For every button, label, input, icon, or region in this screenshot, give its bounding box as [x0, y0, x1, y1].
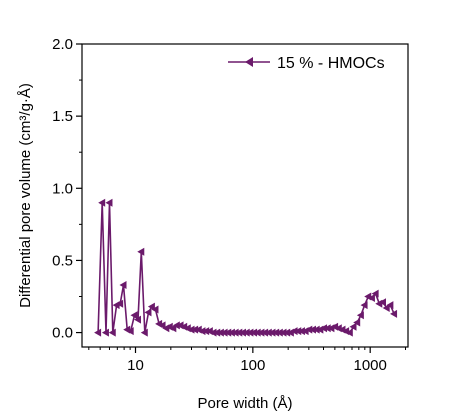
series-line	[97, 202, 395, 334]
plot-area	[94, 198, 398, 337]
y-tick-label: 0.5	[52, 252, 73, 269]
data-point	[286, 328, 294, 337]
data-point	[130, 311, 138, 320]
data-point	[137, 247, 145, 256]
data-point	[294, 327, 302, 336]
data-point	[101, 328, 109, 337]
data-point	[133, 315, 141, 324]
data-point	[126, 327, 134, 336]
data-point	[250, 328, 258, 337]
data-point	[268, 328, 276, 337]
data-point	[312, 325, 320, 334]
data-point	[158, 321, 166, 330]
data-point	[235, 328, 243, 337]
data-point	[224, 328, 232, 337]
data-point	[105, 198, 113, 207]
data-point	[220, 328, 228, 337]
data-point	[191, 325, 199, 334]
data-point	[323, 324, 331, 333]
data-point	[390, 309, 398, 318]
data-point	[301, 327, 309, 336]
x-tick-label: 1000	[354, 357, 387, 374]
data-point	[94, 328, 102, 337]
y-tick-label: 1.5	[52, 108, 73, 125]
data-point	[257, 328, 265, 337]
data-point	[144, 308, 152, 317]
data-point	[213, 328, 221, 337]
data-point	[209, 328, 217, 337]
data-point	[216, 328, 224, 337]
legend-marker	[245, 57, 253, 67]
axes: 0.0 0.5 1.0 1.5 2.0 10 100 1000	[52, 36, 409, 374]
data-point	[246, 328, 254, 337]
data-point	[231, 328, 239, 337]
y-tick-label: 0.0	[52, 325, 73, 342]
data-point	[290, 327, 298, 336]
x-tick-label: 100	[240, 357, 265, 374]
data-point	[283, 328, 291, 337]
data-point	[140, 328, 148, 337]
data-point	[261, 328, 269, 337]
x-tick-label: 10	[127, 357, 144, 374]
data-point	[316, 325, 324, 334]
data-point	[119, 280, 127, 289]
data-point	[202, 327, 210, 336]
data-point	[297, 327, 305, 336]
data-point	[227, 328, 235, 337]
data-point	[378, 298, 386, 307]
plot-frame	[81, 43, 409, 348]
data-point	[305, 325, 313, 334]
legend-label: 15 % - HMOCs	[277, 55, 385, 72]
data-point	[253, 328, 261, 337]
data-point	[371, 289, 379, 298]
data-point	[308, 325, 316, 334]
y-tick-label: 2.0	[52, 36, 73, 53]
data-point	[205, 327, 213, 336]
y-axis-label: Differential pore volume (cm³/g·Å)	[17, 83, 34, 308]
legend: 15 % - HMOCs	[228, 55, 385, 72]
data-point	[345, 328, 353, 337]
data-point	[279, 328, 287, 337]
y-tick-label: 1.0	[52, 180, 73, 197]
data-point	[108, 328, 116, 337]
data-point	[272, 328, 280, 337]
data-point	[367, 293, 375, 302]
data-point	[194, 325, 202, 334]
data-point	[198, 327, 206, 336]
data-point	[360, 301, 368, 310]
data-point	[320, 324, 328, 333]
data-point	[238, 328, 246, 337]
data-point	[172, 321, 180, 330]
data-point	[356, 311, 364, 320]
data-point	[327, 324, 335, 333]
data-point	[386, 301, 394, 310]
data-point	[275, 328, 283, 337]
data-point	[353, 318, 361, 327]
data-point	[98, 198, 106, 207]
x-axis-label: Pore width (Å)	[197, 395, 292, 412]
data-point	[176, 321, 184, 330]
data-point	[116, 299, 124, 308]
data-point	[187, 325, 195, 334]
data-point	[349, 322, 357, 331]
data-point	[264, 328, 272, 337]
data-point	[151, 305, 159, 314]
data-point	[242, 328, 250, 337]
